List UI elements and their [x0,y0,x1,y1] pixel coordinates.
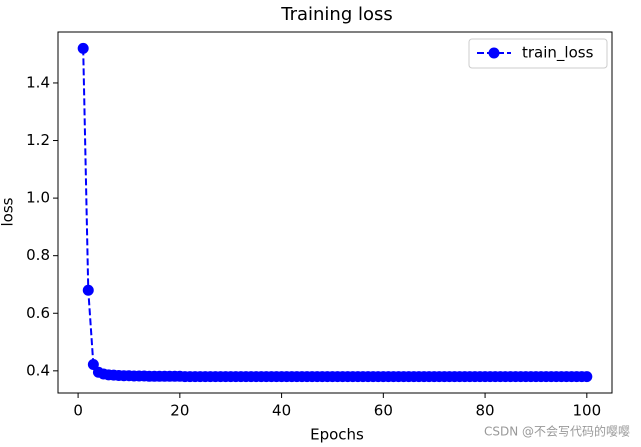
x-tick-label: 80 [476,402,495,420]
marker [82,284,94,296]
x-tick-label: 100 [572,402,601,420]
plot-frame [57,31,613,394]
x-tick-label: 0 [73,402,83,420]
marker [581,371,593,383]
chart-title: Training loss [280,4,393,25]
y-tick-label: 0.6 [26,304,50,322]
x-axis-label: Epochs [310,426,364,444]
y-tick-label: 0.8 [26,246,50,264]
watermark: CSDN @不会写代码的嘤嘤 [484,424,630,439]
y-tick-label: 0.4 [26,361,50,379]
y-tick-label: 1.2 [26,131,50,149]
line [82,48,587,378]
y-tick-label: 1.4 [26,73,50,91]
marker [77,42,89,54]
x-tick-label: 40 [272,402,291,420]
y-tick-label: 1.0 [26,189,50,207]
x-tick-label: 20 [170,402,189,420]
x-tick-label: 60 [374,402,393,420]
legend-label: train_loss [522,44,594,63]
legend-box [468,38,608,69]
marker [87,359,99,370]
legend-marker [488,47,500,59]
y-axis-label: loss [0,197,17,226]
